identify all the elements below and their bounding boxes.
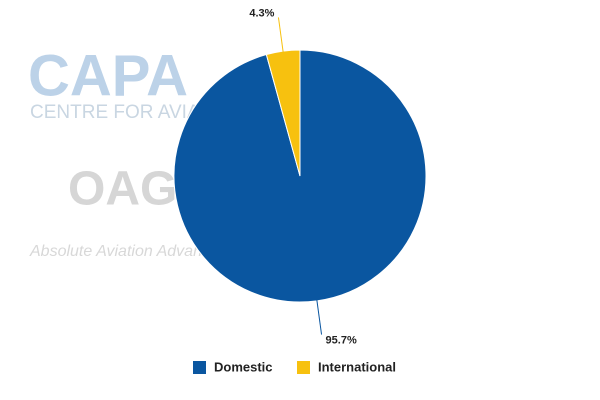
leader-line — [316, 298, 323, 335]
value-label: 95.7% — [326, 334, 357, 346]
value-label: 4.3% — [249, 7, 274, 19]
legend-label: International — [318, 359, 396, 374]
watermark: CAPA — [28, 43, 188, 108]
leader-line — [277, 17, 284, 54]
legend-label: Domestic — [214, 359, 273, 374]
watermark: Absolute Aviation Advantage — [29, 243, 233, 260]
legend-swatch — [297, 361, 310, 374]
legend-swatch — [193, 361, 206, 374]
watermark: OAG — [68, 163, 177, 216]
